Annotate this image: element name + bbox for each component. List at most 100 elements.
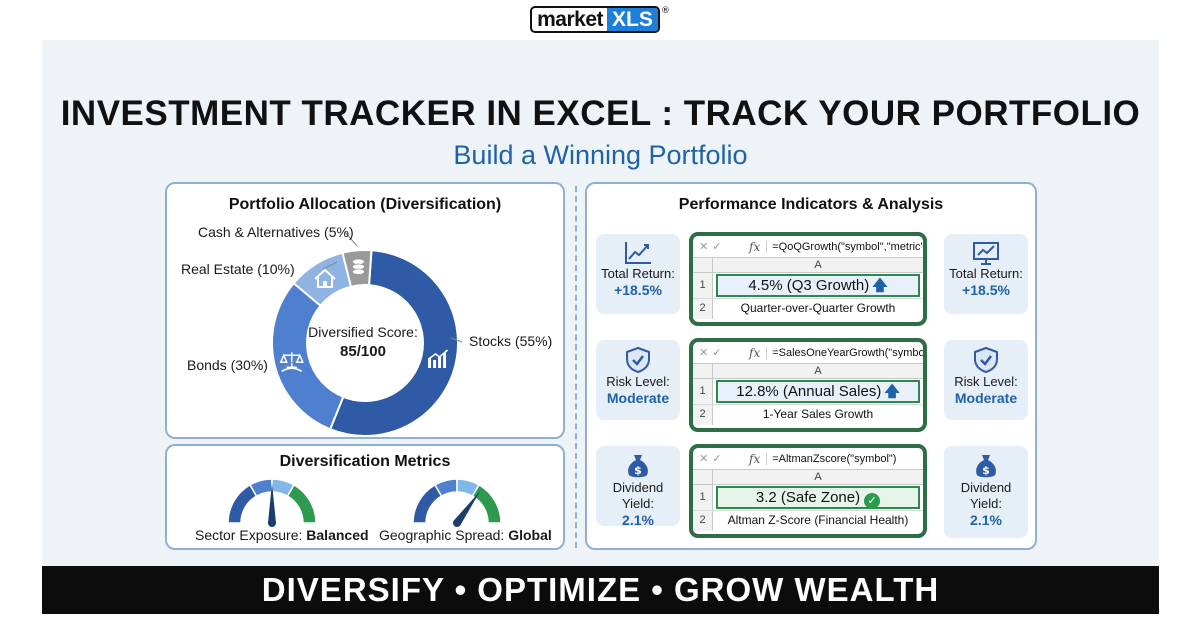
indicator-value: Moderate <box>954 390 1018 406</box>
gauge-hub <box>268 519 276 527</box>
sheet-row-2: 2 Altman Z-Score (Financial Health) <box>693 511 923 531</box>
svg-text:$: $ <box>982 464 990 477</box>
column-a[interactable]: A <box>713 364 923 378</box>
cell-a1[interactable]: 3.2 (Safe Zone) ✓ <box>716 486 920 509</box>
risk-level-left: Risk Level: Moderate <box>596 340 680 420</box>
row-number[interactable]: 2 <box>693 405 713 425</box>
leader-line <box>344 231 358 247</box>
indicator-value: Moderate <box>606 390 670 406</box>
cancel-icon[interactable]: ✕ <box>699 346 713 359</box>
allocation-title: Portfolio Allocation (Diversification) <box>228 196 502 213</box>
house-icon <box>314 268 336 288</box>
cell-a2[interactable]: Altman Z-Score (Financial Health) <box>727 513 909 527</box>
indicator-label: Total Return: <box>949 266 1023 281</box>
formula-bar: ✕✓ fx =AltmanZscore("symbol") <box>693 448 923 470</box>
money-bag-icon: $ <box>628 455 648 478</box>
cell-a1-value: 3.2 (Safe Zone) <box>755 489 861 506</box>
gauge-segment <box>286 483 317 524</box>
svg-text:$: $ <box>634 464 642 477</box>
indicator-label: Risk Level: <box>606 374 670 389</box>
portfolio-allocation-card: Portfolio Allocation (Diversification) C… <box>165 182 565 439</box>
allocation-donut-chart <box>271 231 463 437</box>
gauge-hub <box>453 519 461 527</box>
indicator-value: +18.5% <box>962 282 1010 298</box>
score-label: Diversified Score: <box>308 324 418 340</box>
fx-icon[interactable]: fx <box>749 345 761 360</box>
shield-check-icon <box>626 346 650 374</box>
column-a[interactable]: A <box>713 258 923 272</box>
metrics-title: Diversification Metrics <box>279 453 451 470</box>
total-return-left: Total Return: +18.5% <box>596 234 680 314</box>
metrics-gauges <box>227 478 502 527</box>
shield-check-icon <box>974 346 998 374</box>
gauge-segment <box>412 483 443 524</box>
row-number[interactable]: 1 <box>693 273 713 298</box>
cell-a1[interactable]: 4.5% (Q3 Growth) 🡅 <box>716 274 920 297</box>
formula-input[interactable]: =AltmanZscore("symbol") <box>766 452 923 465</box>
legend-real-estate: Real Estate (10%) <box>181 261 295 277</box>
column-header: A <box>693 364 923 379</box>
enter-icon[interactable]: ✓ <box>712 452 726 465</box>
indicators-title: Performance Indicators & Analysis <box>678 196 944 213</box>
geographic-spread-label: Geographic Spread: Global <box>379 527 552 543</box>
legend-stocks: Stocks (55%) <box>469 333 553 349</box>
gauge-needle <box>268 483 276 523</box>
cancel-icon[interactable]: ✕ <box>699 240 713 253</box>
column-a[interactable]: A <box>713 470 923 484</box>
donut-slice-chart-growth <box>328 249 459 437</box>
cell-a1-value: 12.8% (Annual Sales) <box>736 383 882 400</box>
performance-indicators-card: Performance Indicators & Analysis Total … <box>585 182 1037 550</box>
enter-icon[interactable]: ✓ <box>712 346 726 359</box>
row-number[interactable]: 2 <box>693 511 713 531</box>
legend-bonds: Bonds (30%) <box>187 357 268 373</box>
gauge-segment <box>227 483 258 524</box>
formula-input[interactable]: =QoQGrowth("symbol","metric") <box>766 240 923 253</box>
formula-input[interactable]: =SalesOneYearGrowth("symbol") <box>766 346 923 359</box>
leader-line <box>322 261 338 270</box>
check-circle-icon: ✓ <box>864 493 881 509</box>
geographic-spread-text: Geographic Spread: <box>379 527 509 543</box>
fx-icon[interactable]: fx <box>749 239 761 254</box>
sheet-row-1: 1 4.5% (Q3 Growth) 🡅 <box>693 273 923 299</box>
fx-icon[interactable]: fx <box>749 451 761 466</box>
cell-a2[interactable]: Quarter-over-Quarter Growth <box>740 301 896 315</box>
logo-text-market: market <box>537 8 604 31</box>
row-number[interactable]: 1 <box>693 379 713 404</box>
cancel-enter-icons[interactable]: ✕✓ <box>693 346 749 359</box>
cell-a1[interactable]: 12.8% (Annual Sales) 🡅 <box>716 380 920 403</box>
row-number[interactable]: 1 <box>693 485 713 510</box>
logo-area: market XLS ® <box>0 6 1200 33</box>
sheet-row-2: 2 1-Year Sales Growth <box>693 405 923 425</box>
balance-scale-icon <box>279 352 304 372</box>
indicator-label: Dividend Yield: <box>960 480 1012 511</box>
diversified-score: Diversified Score: 85/100 <box>303 324 423 360</box>
cancel-enter-icons[interactable]: ✕✓ <box>693 240 749 253</box>
sheet-row-1: 1 12.8% (Annual Sales) 🡅 <box>693 379 923 405</box>
indicator-value: 2.1% <box>970 512 1002 528</box>
enter-icon[interactable]: ✓ <box>712 240 726 253</box>
leader-line <box>450 337 463 343</box>
slogan-banner: DIVERSIFY • OPTIMIZE • GROW WEALTH <box>42 566 1159 614</box>
sheet-row-2: 2 Quarter-over-Quarter Growth <box>693 299 923 319</box>
cell-a2[interactable]: 1-Year Sales Growth <box>762 407 874 421</box>
line-chart-icon <box>625 242 651 264</box>
page-subtitle: Build a Winning Portfolio <box>453 140 748 170</box>
section-divider <box>575 186 577 548</box>
dividend-yield-right: $ Dividend Yield: 2.1% <box>944 446 1028 538</box>
indicator-value: 2.1% <box>622 512 654 528</box>
cancel-enter-icons[interactable]: ✕✓ <box>693 452 749 465</box>
cancel-icon[interactable]: ✕ <box>699 452 713 465</box>
gauge-needle <box>453 490 481 526</box>
indicator-label: Dividend Yield: <box>612 480 664 511</box>
chart-growth-icon <box>428 349 449 368</box>
money-bag-icon: $ <box>976 455 996 478</box>
gauge-segment <box>471 483 502 524</box>
column-header: A <box>693 258 923 273</box>
score-value: 85/100 <box>340 343 386 360</box>
arrow-up-icon: 🡅 <box>884 383 900 400</box>
risk-level-right: Risk Level: Moderate <box>944 340 1028 420</box>
marketxls-logo[interactable]: market XLS <box>530 6 660 33</box>
row-number[interactable]: 2 <box>693 299 713 319</box>
geographic-spread-value: Global <box>508 527 552 543</box>
